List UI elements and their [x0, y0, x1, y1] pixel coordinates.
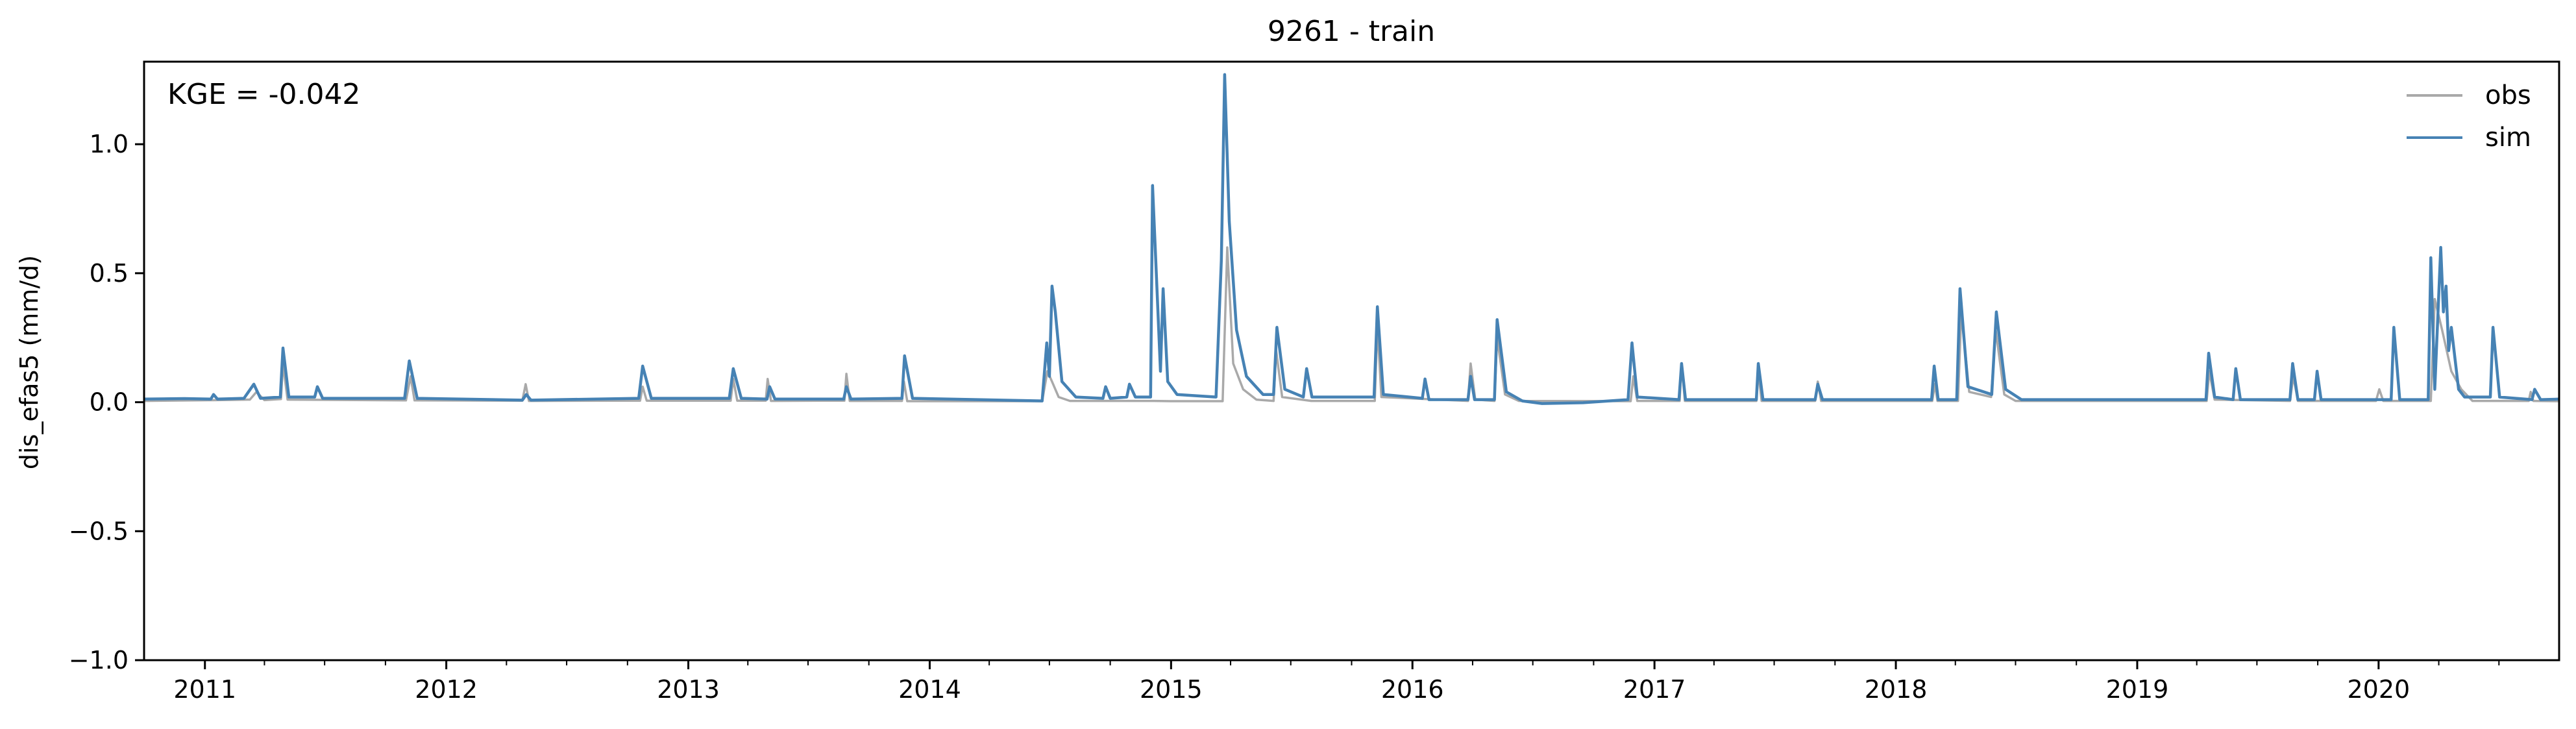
x-tick-label: 2017: [1623, 675, 1686, 704]
legend: obs sim: [2407, 80, 2531, 153]
legend-label-obs: obs: [2485, 80, 2531, 110]
kge-annotation: KGE = -0.042: [167, 78, 360, 111]
y-tick-label: −1.0: [69, 646, 129, 674]
y-tick-label: 0.5: [90, 259, 129, 288]
axes: −1.0 −0.5 0.0 0.5 1.0 2011 2012 2013 2014 2015 201…: [69, 60, 2560, 704]
y-tick-label: 1.0: [90, 130, 129, 158]
x-tick-label: 2019: [2106, 675, 2169, 704]
x-tick-label: 2012: [415, 675, 478, 704]
x-tick-label: 2018: [1865, 675, 1928, 704]
x-tick-label: 2014: [898, 675, 961, 704]
series-line-sim: [144, 73, 2559, 405]
y-tick-label: −0.5: [69, 517, 129, 545]
x-tick-label: 2011: [173, 675, 236, 704]
legend-label-sim: sim: [2485, 123, 2531, 153]
x-tick-label: 2016: [1381, 675, 1444, 704]
x-tick-label: 2013: [657, 675, 720, 704]
series-layer: [144, 73, 2559, 405]
y-tick-label: 0.0: [90, 388, 129, 417]
x-tick-label: 2015: [1140, 675, 1203, 704]
y-axis-label: dis_efas5 (mm/d): [15, 255, 43, 469]
chart-title: 9261 - train: [1268, 15, 1435, 48]
x-tick-label: 2020: [2347, 675, 2410, 704]
